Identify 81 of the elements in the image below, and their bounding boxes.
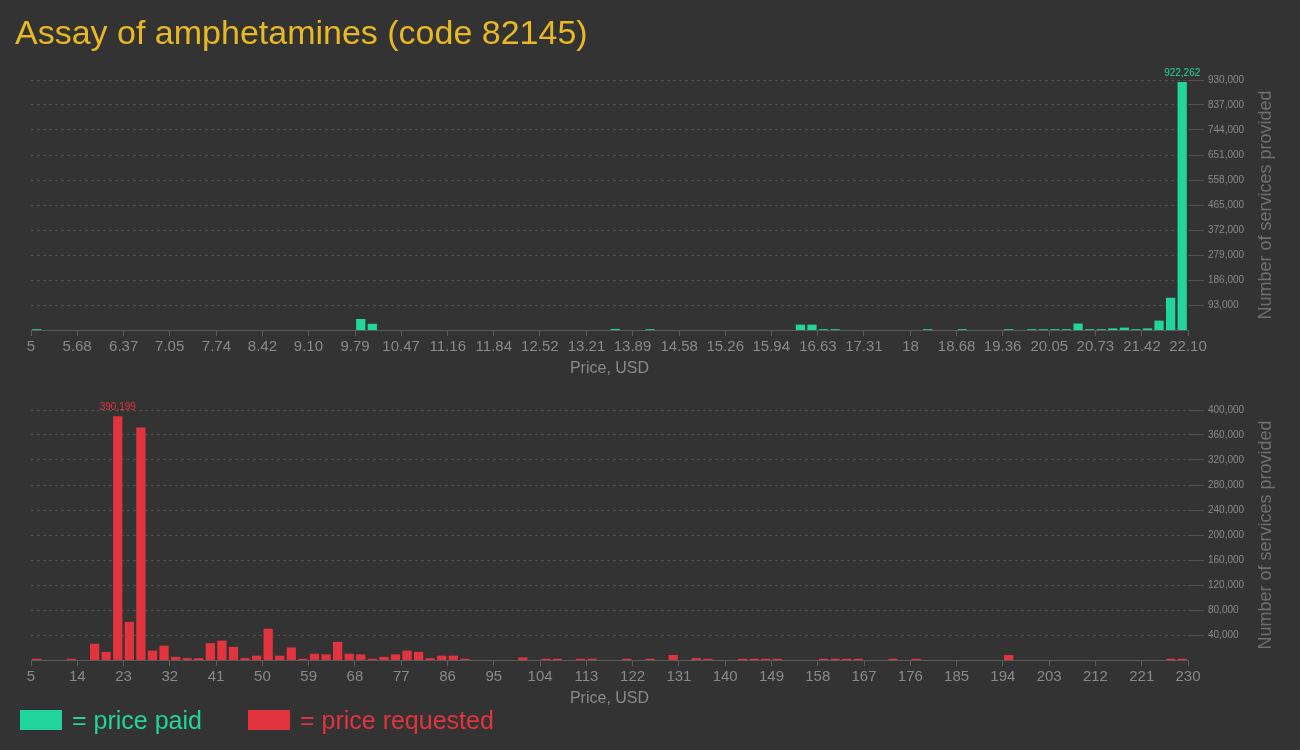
- x-tick-label: 14.58: [660, 337, 698, 355]
- x-tick-label: 113: [574, 667, 599, 685]
- x-tick-label: 6.37: [109, 337, 139, 355]
- x-tick-label: 20.05: [1030, 337, 1069, 355]
- y-tick-label: 120,000: [1208, 578, 1245, 590]
- x-tick-label: 221: [1129, 667, 1155, 685]
- x-tick-label: 23: [115, 667, 132, 685]
- y-tick-label: 744,000: [1208, 123, 1245, 135]
- x-tick-label: 158: [805, 667, 831, 685]
- x-tick-label: 68: [346, 667, 364, 685]
- y-tick-label: 280,000: [1208, 478, 1245, 490]
- x-tick-label: 185: [944, 667, 970, 685]
- x-tick-label: 15.26: [706, 337, 744, 355]
- y-tick-label: 558,000: [1208, 173, 1245, 185]
- y-tick-label: 320,000: [1208, 453, 1245, 465]
- x-tick-label: 12.52: [521, 337, 559, 355]
- y-tick-label: 80,000: [1208, 603, 1240, 615]
- x-tick-label: 16.63: [799, 337, 837, 355]
- x-tick-label: 95: [485, 667, 503, 685]
- x-tick-label: 7.74: [201, 337, 231, 355]
- x-tick-label: 131: [666, 667, 692, 685]
- y-tick-label: 651,000: [1208, 148, 1245, 160]
- y-tick-label: 186,000: [1208, 273, 1245, 285]
- x-axis-title: Price, USD: [569, 358, 650, 376]
- x-tick-label: 11.84: [475, 337, 513, 355]
- x-tick-label: 14: [68, 667, 86, 685]
- y-tick-label: 200,000: [1208, 528, 1245, 540]
- x-tick-label: 9.10: [293, 337, 324, 355]
- x-tick-label: 59: [300, 667, 318, 685]
- legend-label: = price paid: [72, 705, 202, 735]
- chart-title: Assay of amphetamines (code 82145): [15, 12, 588, 52]
- x-tick-label: 8.42: [247, 337, 277, 355]
- y-tick-label: 279,000: [1208, 248, 1245, 260]
- data-label: 390,199: [99, 400, 137, 412]
- y-tick-label: 465,000: [1208, 198, 1245, 210]
- y-tick-label: 930,000: [1208, 73, 1245, 85]
- y-tick-label: 372,000: [1208, 223, 1245, 235]
- y-tick-label: 93,000: [1208, 298, 1240, 310]
- y-tick-label: 837,000: [1208, 98, 1245, 110]
- y-tick-label: 240,000: [1208, 503, 1245, 515]
- x-tick-label: 32: [161, 667, 179, 685]
- x-tick-label: 20.73: [1076, 337, 1115, 355]
- y-tick-label: 360,000: [1208, 428, 1245, 440]
- x-tick-label: 122: [620, 667, 646, 685]
- x-tick-label: 230: [1175, 667, 1201, 685]
- x-tick-label: 15.94: [752, 337, 790, 355]
- x-tick-label: 17.31: [845, 337, 883, 355]
- y-tick-label: 400,000: [1208, 403, 1245, 415]
- x-tick-label: 10.47: [382, 337, 420, 355]
- x-tick-label: 86: [439, 667, 456, 685]
- x-tick-label: 212: [1082, 667, 1108, 685]
- x-axis-title: Price, USD: [569, 688, 650, 706]
- x-tick-label: 5: [26, 337, 36, 355]
- x-tick-label: 21.42: [1123, 337, 1161, 355]
- x-tick-label: 194: [990, 667, 1016, 685]
- x-tick-label: 167: [851, 667, 877, 685]
- legend-label: = price requested: [299, 705, 494, 735]
- x-tick-label: 19.36: [983, 337, 1022, 355]
- x-tick-label: 50: [254, 667, 271, 685]
- y-axis-title: Number of services provided: [1254, 90, 1276, 320]
- y-axis-title: Number of services provided: [1254, 420, 1276, 650]
- x-tick-label: 13.21: [567, 337, 606, 355]
- x-tick-label: 5.68: [62, 337, 92, 355]
- x-tick-label: 11.16: [429, 337, 467, 355]
- x-tick-label: 7.05: [155, 337, 185, 355]
- x-tick-label: 77: [392, 667, 410, 685]
- y-tick-label: 160,000: [1208, 553, 1245, 565]
- x-tick-label: 5: [26, 667, 36, 685]
- x-tick-label: 203: [1036, 667, 1062, 685]
- x-tick-label: 13.89: [613, 337, 652, 355]
- x-tick-label: 9.79: [340, 337, 370, 355]
- x-tick-label: 18: [902, 337, 919, 355]
- x-tick-label: 104: [527, 667, 553, 685]
- x-tick-label: 22.10: [1169, 337, 1207, 355]
- x-tick-label: 41: [207, 667, 225, 685]
- x-tick-label: 176: [897, 667, 923, 685]
- x-tick-label: 140: [712, 667, 738, 685]
- x-tick-label: 18.68: [937, 337, 976, 355]
- y-tick-label: 40,000: [1208, 628, 1240, 640]
- data-label: 922,262: [1164, 66, 1201, 78]
- x-tick-label: 149: [758, 667, 784, 685]
